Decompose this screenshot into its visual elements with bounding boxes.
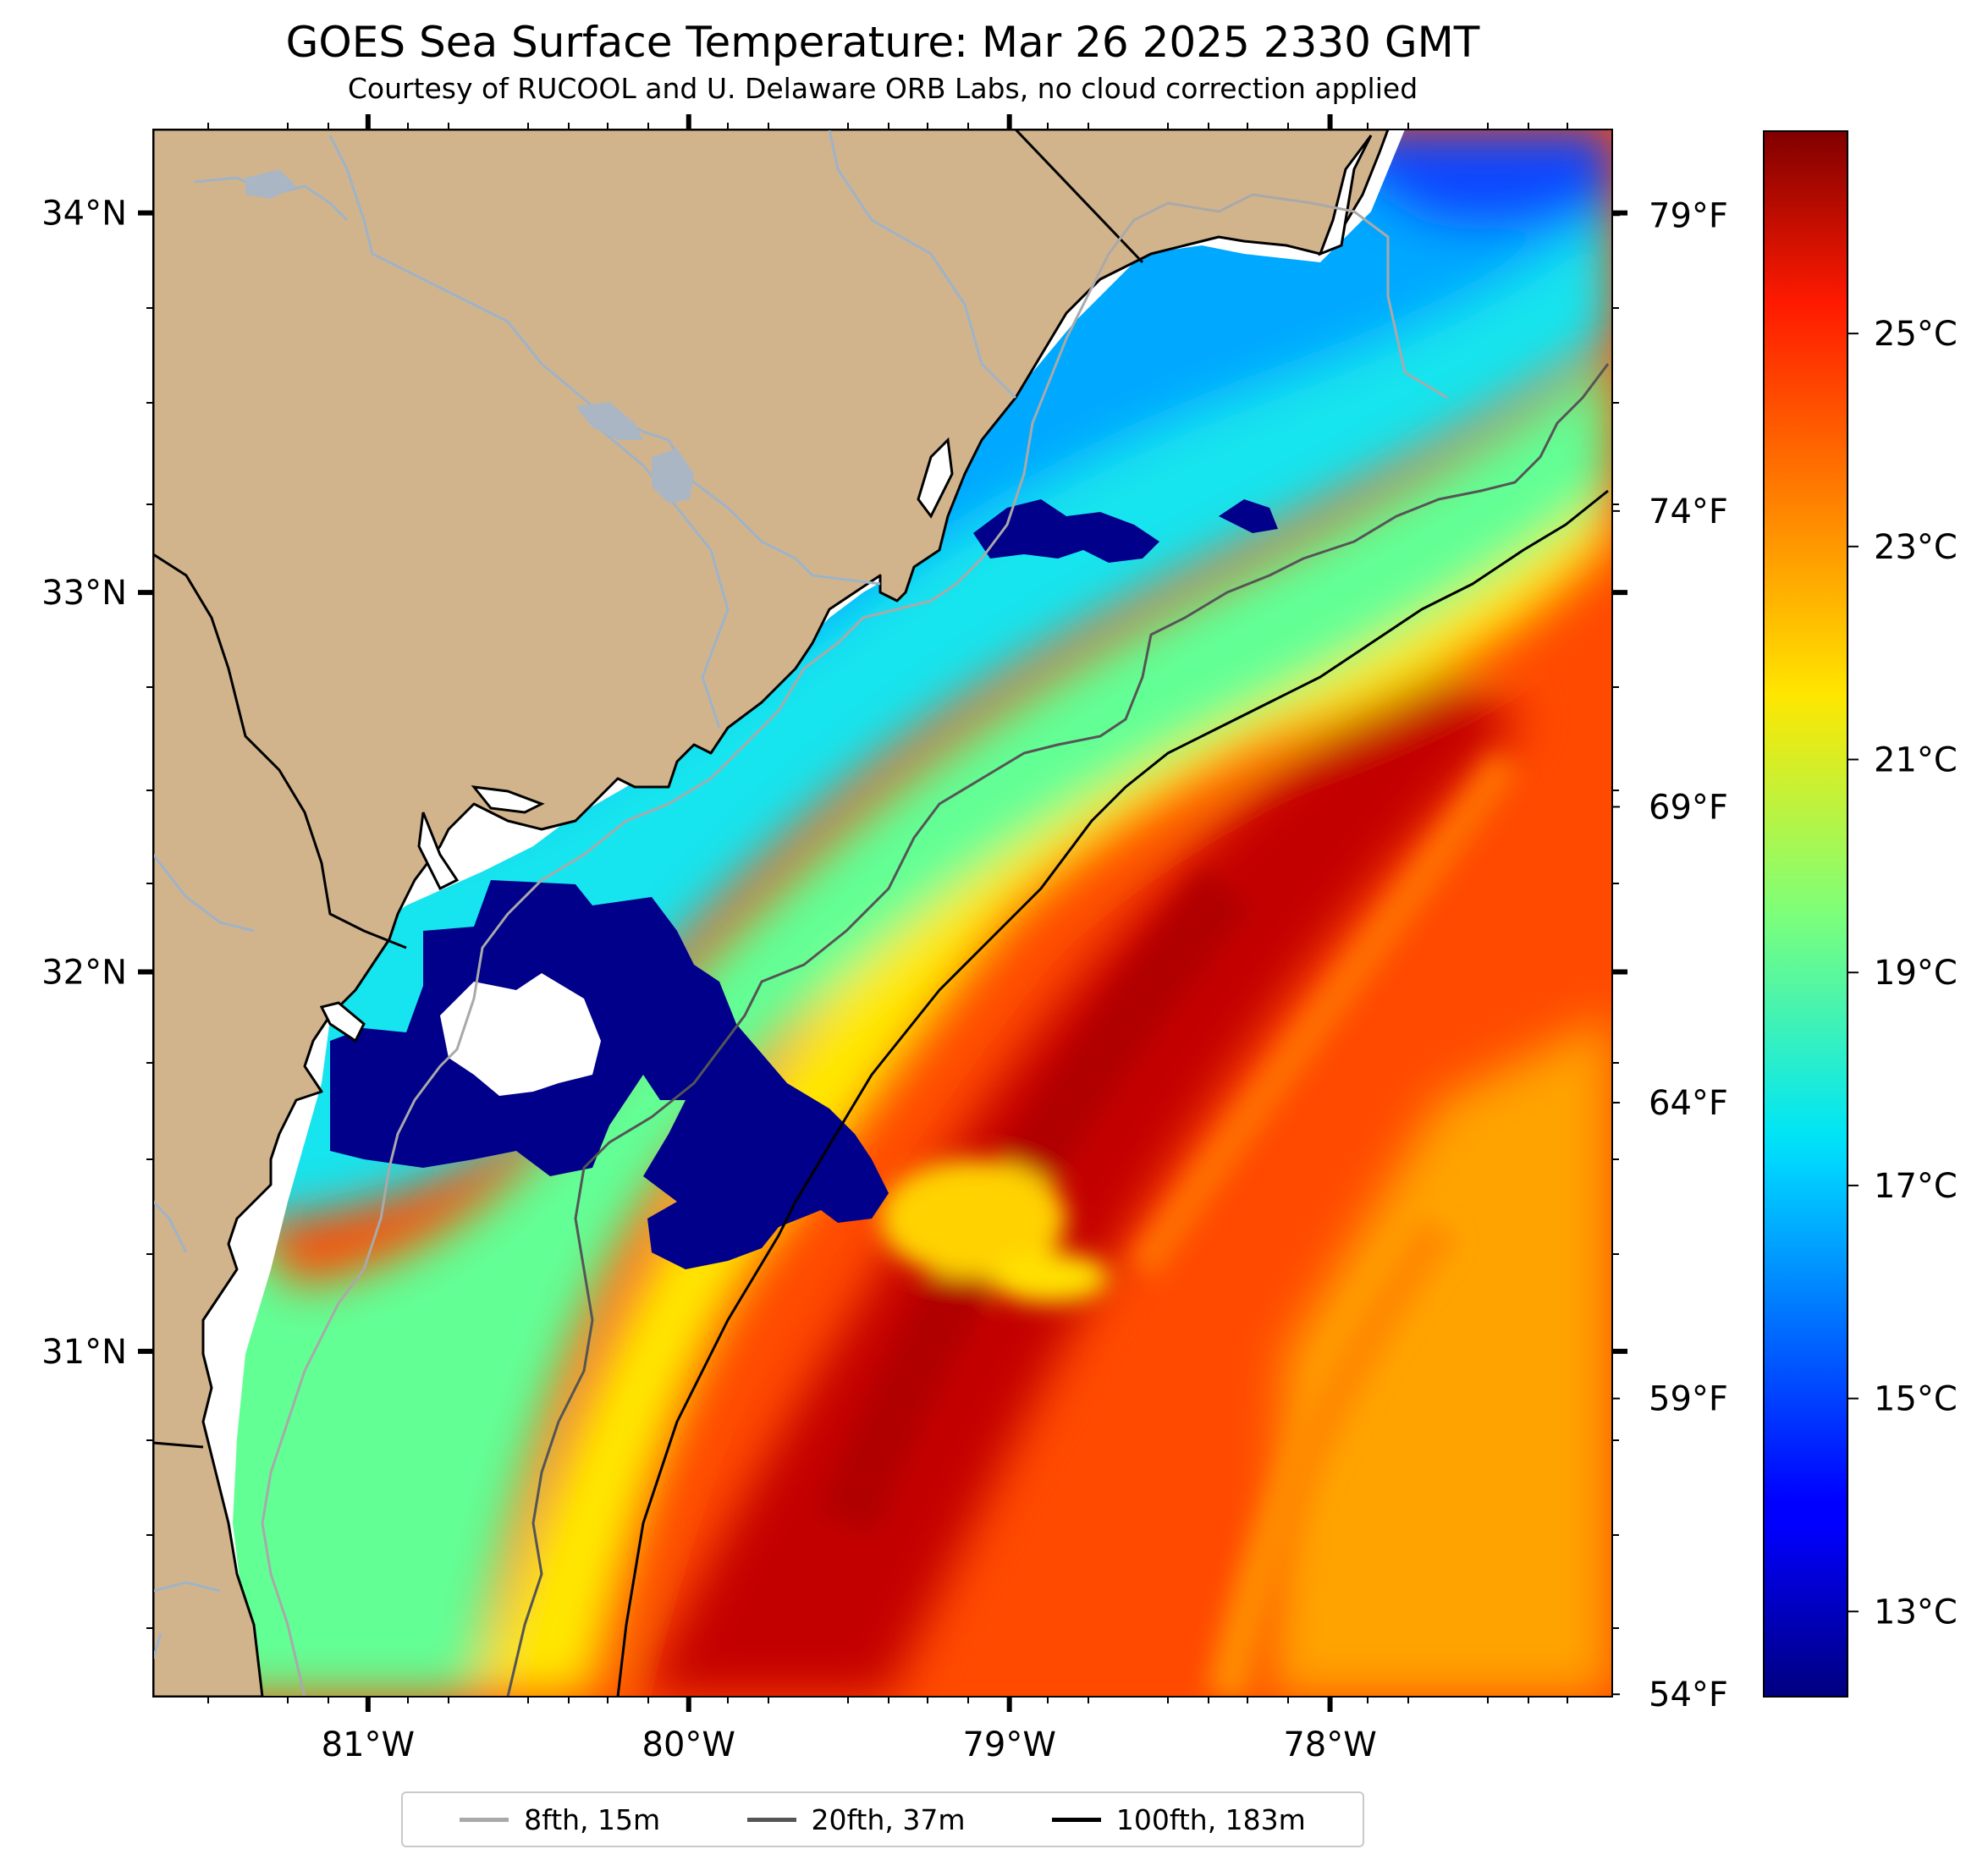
cbar-tick-label-6: 13°C [1874, 1593, 1958, 1632]
legend-label-100fth: 100fth, 183m [1115, 1802, 1306, 1836]
fahrenheit-ticks: 79°F 74°F 69°F 64°F 59°F 54°F [1612, 196, 1728, 1714]
longitude-ticks: 81°W 80°W 79°W 78°W [322, 114, 1377, 1764]
legend-item-8fth: 8fth, 15m [460, 1803, 660, 1836]
lon-tick-label-3: 78°W [1283, 1725, 1376, 1764]
cloud-cover [330, 499, 1278, 1269]
legend-swatch-20fth [746, 1817, 796, 1822]
f-tick-label-0: 79°F [1649, 196, 1728, 235]
cloud-patch-north [973, 499, 1159, 563]
cloud-patch-main [330, 880, 889, 1269]
lakes [245, 169, 694, 504]
cbar-tick-label-2: 21°C [1874, 741, 1958, 780]
legend-item-20fth: 20fth, 37m [746, 1802, 966, 1836]
sc-ga-border [153, 553, 407, 949]
sst-red-stripe-2 [1206, 1214, 1457, 1697]
sound-cut-2 [417, 812, 460, 891]
rivers [153, 129, 1017, 1659]
coastal-islands [319, 135, 1373, 1043]
lon-tick-label-2: 79°W [962, 1725, 1055, 1764]
sound-cut-3 [319, 1001, 366, 1043]
lon-tick-label-0: 81°W [322, 1725, 415, 1764]
lat-tick-label-2: 32°N [41, 954, 127, 993]
f-tick-label-2: 69°F [1649, 788, 1728, 827]
lake-marion [575, 402, 643, 440]
sst-yellow-eddy-2 [990, 1252, 1109, 1303]
isobath-20fth [506, 363, 1610, 1697]
sst-warm-filaments [818, 751, 1521, 1697]
cloud-patch-northeast [1219, 499, 1278, 533]
legend-label-8fth: 8fth, 15m [524, 1802, 661, 1836]
sst-yellow-front [474, 474, 1612, 1697]
nc-sc-border [1014, 129, 1144, 264]
legend-label-20fth: 20fth, 37m [811, 1802, 966, 1836]
sst-gulfstream-orange-east [1269, 1015, 1612, 1697]
lake-north [245, 169, 296, 199]
sst-green-band [153, 355, 1612, 1697]
legend-item-100fth: 100fth, 183m [1051, 1802, 1306, 1836]
lon-tick-label-1: 80°W [642, 1725, 735, 1764]
cbar-tick-label-3: 19°C [1874, 954, 1958, 993]
state-borders [153, 129, 1144, 1449]
cbar-tick-label-0: 25°C [1874, 315, 1958, 354]
ga-fl-border [153, 1441, 204, 1449]
figure-title: GOES Sea Surface Temperature: Mar 26 202… [286, 18, 1480, 67]
river-3 [828, 129, 1017, 399]
legend-swatch-100fth [1051, 1817, 1101, 1822]
map-frame [152, 129, 1613, 1698]
cbar-tick-label-4: 17°C [1874, 1167, 1958, 1206]
no-data-hole [440, 973, 601, 1096]
lat-tick-label-0: 34°N [41, 195, 127, 234]
f-tick-label-1: 74°F [1649, 493, 1728, 531]
river-8 [153, 1632, 162, 1659]
lat-tick-label-1: 33°N [41, 574, 127, 613]
isobaths [261, 193, 1610, 1697]
legend-swatch-8fth [460, 1817, 509, 1822]
isobath-100fth [616, 489, 1609, 1697]
colorbar-ticks: 25°C 23°C 21°C 19°C 17°C 15°C 13°C [1848, 315, 1958, 1632]
isobath-legend: 8fth, 15m 20fth, 37m 100fth, 183m [401, 1791, 1364, 1847]
lake-moultrie [652, 448, 694, 504]
estuary-cut-1 [1318, 135, 1373, 256]
f-tick-label-3: 64°F [1649, 1084, 1728, 1123]
river-5 [153, 1200, 188, 1253]
minor-ticks [146, 123, 1619, 1703]
river-7 [153, 854, 255, 933]
cbar-tick-label-5: 15°C [1874, 1380, 1958, 1419]
figure-subtitle: Courtesy of RUCOOL and U. Delaware ORB L… [348, 72, 1418, 105]
cbar-tick-label-1: 23°C [1874, 528, 1958, 567]
sound-cut-1 [471, 785, 545, 814]
f-tick-label-5: 54°F [1649, 1676, 1728, 1714]
lat-tick-label-3: 31°N [41, 1333, 127, 1372]
sst-yellow-eddy [880, 1159, 1066, 1278]
colorbar [1763, 130, 1848, 1698]
river-6 [153, 1581, 221, 1593]
latitude-ticks: 34°N 33°N 32°N 31°N [41, 195, 1627, 1372]
sst-red-stripe-1 [1128, 751, 1521, 1279]
estuary-cut-2 [917, 437, 954, 519]
f-tick-label-4: 59°F [1649, 1380, 1728, 1419]
isobath-8fth [261, 193, 1448, 1697]
river-4 [592, 421, 730, 729]
map-panel [153, 129, 1612, 1697]
